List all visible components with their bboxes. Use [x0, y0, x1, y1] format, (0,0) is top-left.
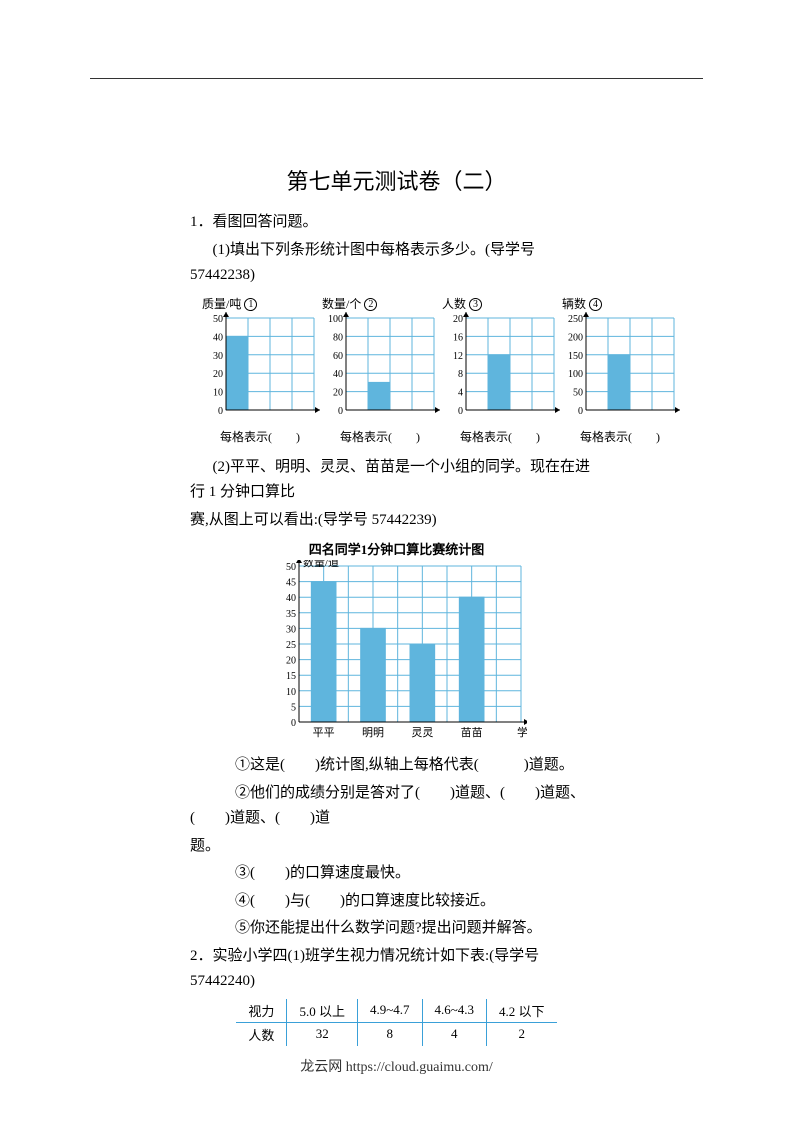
q1-2-item2b: 题。 [190, 834, 603, 860]
svg-text:250: 250 [568, 314, 583, 325]
q1-2-item5: ⑤你还能提出什么数学问题?提出问题并解答。 [190, 916, 603, 942]
svg-text:35: 35 [286, 609, 296, 620]
table-cell: 4.6~4.3 [422, 999, 487, 1023]
vision-table: 视力 5.0 以上 4.9~4.7 4.6~4.3 4.2 以下 人数 32 8… [236, 999, 556, 1046]
small-chart: 人数 3 0 4 8 12 16 20 每格表示( ) [440, 295, 560, 445]
chart-number-icon: 2 [364, 298, 377, 311]
chart-y-label: 人数 3 [442, 295, 560, 312]
svg-text:10: 10 [213, 387, 223, 398]
table-cell: 5.0 以上 [287, 999, 358, 1023]
svg-text:100: 100 [328, 314, 343, 325]
svg-text:0: 0 [578, 406, 583, 417]
svg-text:45: 45 [286, 578, 296, 589]
svg-text:150: 150 [568, 350, 583, 361]
table-cell: 4 [422, 1022, 487, 1046]
question-2: 2．实验小学四(1)班学生视力情况统计如下表:(导学号 57442240) [190, 944, 603, 995]
svg-text:5: 5 [291, 702, 296, 713]
svg-text:苗苗: 苗苗 [460, 726, 482, 739]
table-cell: 4.9~4.7 [357, 999, 422, 1023]
chart-grid: 0 20 40 60 80 100 [320, 314, 440, 424]
svg-text:50: 50 [286, 562, 296, 573]
chart-caption: 每格表示( ) [320, 428, 440, 445]
svg-text:30: 30 [286, 624, 296, 635]
table-row: 人数 32 8 4 2 [236, 1022, 556, 1046]
question-1: 1．看图回答问题。 [190, 210, 603, 236]
svg-text:80: 80 [333, 332, 343, 343]
chart-y-label: 质量/吨 1 [202, 295, 320, 312]
svg-text:平平: 平平 [312, 727, 334, 739]
svg-text:学生: 学生 [517, 725, 527, 739]
big-chart-title: 四名同学1分钟口算比赛统计图 [190, 539, 603, 558]
svg-text:4: 4 [458, 387, 463, 398]
svg-text:灵灵: 灵灵 [411, 726, 433, 739]
chart-y-label: 数量/个 2 [322, 295, 440, 312]
table-cell: 视力 [236, 999, 287, 1023]
table-cell: 4.2 以下 [487, 999, 557, 1023]
svg-text:12: 12 [453, 350, 463, 361]
svg-text:20: 20 [453, 314, 463, 325]
small-chart: 辆数 4 0 50 100 150 200 250 每格表示( ) [560, 295, 680, 445]
q1-2-item2a: ②他们的成绩分别是答对了( )道题、( )道题、( )道题、( )道 [190, 781, 603, 832]
svg-text:0: 0 [291, 718, 296, 729]
svg-text:数量/道: 数量/道 [303, 560, 339, 569]
svg-text:10: 10 [286, 687, 296, 698]
chart-number-icon: 4 [589, 298, 602, 311]
svg-text:25: 25 [286, 640, 296, 651]
svg-text:30: 30 [213, 350, 223, 361]
table-cell: 人数 [236, 1022, 287, 1046]
chart-caption: 每格表示( ) [440, 428, 560, 445]
chart-caption: 每格表示( ) [560, 428, 680, 445]
q1-2-item1: ①这是( )统计图,纵轴上每格代表( )道题。 [190, 753, 603, 779]
q1-2-item3: ③( )的口算速度最快。 [190, 861, 603, 887]
big-chart-container: 四名同学1分钟口算比赛统计图 0 5 10 15 20 25 30 35 40 45 50 平平 明明 灵… [190, 539, 603, 745]
svg-text:20: 20 [333, 387, 343, 398]
table-row: 视力 5.0 以上 4.9~4.7 4.6~4.3 4.2 以下 [236, 999, 556, 1023]
svg-text:200: 200 [568, 332, 583, 343]
table-cell: 32 [287, 1022, 358, 1046]
svg-text:明明: 明明 [362, 726, 384, 739]
svg-text:0: 0 [338, 406, 343, 417]
chart-grid: 0 50 100 150 200 250 [560, 314, 680, 424]
page-title: 第七单元测试卷（二） [190, 164, 603, 196]
svg-text:0: 0 [218, 406, 223, 417]
small-charts-row: 质量/吨 1 01020304050 每格表示( ) 数量/个 2 020406… [190, 295, 603, 445]
svg-text:15: 15 [286, 671, 296, 682]
svg-text:0: 0 [458, 406, 463, 417]
chart-number-icon: 1 [244, 298, 257, 311]
svg-text:40: 40 [333, 369, 343, 380]
svg-text:20: 20 [213, 369, 223, 380]
question-1-2b: 赛,从图上可以看出:(导学号 57442239) [190, 508, 603, 534]
svg-text:60: 60 [333, 350, 343, 361]
svg-text:20: 20 [286, 656, 296, 667]
q1-2-item4: ④( )与( )的口算速度比较接近。 [190, 889, 603, 915]
svg-text:50: 50 [213, 314, 223, 325]
page-content: 第七单元测试卷（二） 1．看图回答问题。 (1)填出下列条形统计图中每格表示多少… [90, 78, 703, 1090]
table-cell: 8 [357, 1022, 422, 1046]
svg-text:8: 8 [458, 369, 463, 380]
big-chart: 0 5 10 15 20 25 30 35 40 45 50 平平 明明 灵灵 苗苗 学生 数量/道 [267, 560, 527, 745]
table-cell: 2 [487, 1022, 557, 1046]
chart-grid: 0 4 8 12 16 20 [440, 314, 560, 424]
chart-grid: 0 10 20 30 40 50 [200, 314, 320, 424]
svg-text:100: 100 [568, 369, 583, 380]
chart-caption: 每格表示( ) [200, 428, 320, 445]
page-footer: 龙云网 https://cloud.guaimu.com/ [0, 1056, 793, 1076]
small-chart: 数量/个 2 0 20 40 60 80 100 每格表示( ) [320, 295, 440, 445]
svg-text:40: 40 [286, 593, 296, 604]
chart-number-icon: 3 [469, 298, 482, 311]
svg-text:50: 50 [573, 387, 583, 398]
svg-text:16: 16 [453, 332, 463, 343]
small-chart: 质量/吨 1 0 10 20 30 40 50 每格表示( ) [200, 295, 320, 445]
svg-text:40: 40 [213, 332, 223, 343]
question-1-2a: (2)平平、明明、灵灵、苗苗是一个小组的同学。现在在进行 1 分钟口算比 [190, 455, 603, 506]
question-1-1: (1)填出下列条形统计图中每格表示多少。(导学号 57442238) [190, 238, 603, 289]
chart-y-label: 辆数 4 [562, 295, 680, 312]
